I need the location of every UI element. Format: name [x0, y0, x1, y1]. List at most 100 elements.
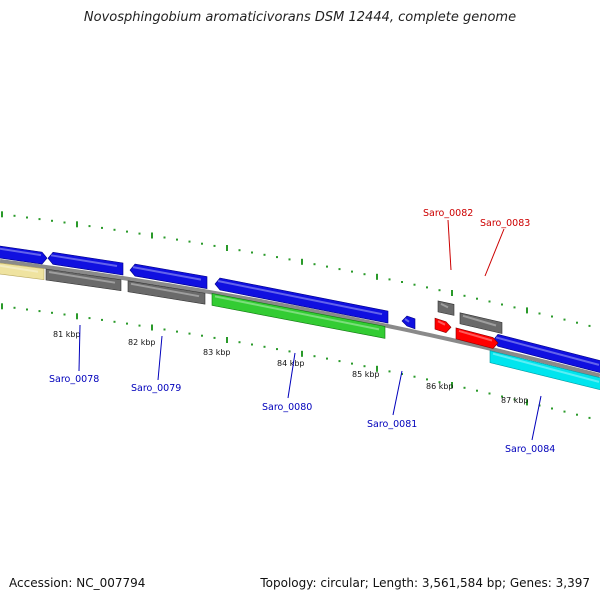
- gene-label[interactable]: Saro_0083: [480, 218, 530, 229]
- upper-scale-tick: [438, 289, 441, 292]
- upper-scale-tick: [551, 315, 553, 318]
- upper-scale-tick: [351, 270, 353, 273]
- upper-scale-tick: [51, 219, 53, 222]
- upper-scale-tick: [501, 303, 503, 306]
- gene-arrow-red[interactable]: [455, 327, 499, 349]
- upper-scale-tick: [188, 240, 191, 243]
- lower-scale-tick: [13, 306, 16, 309]
- upper-scale-tick: [238, 249, 241, 252]
- gene-arrow-blue[interactable]: [47, 251, 124, 276]
- scale-label: 86 kbp: [426, 382, 454, 391]
- gene-arrow-blue[interactable]: [401, 315, 416, 330]
- gene-block-cyan[interactable]: [489, 350, 600, 391]
- lower-scale-tick: [426, 378, 428, 381]
- upper-scale-tick: [26, 216, 28, 219]
- lower-scale-tick: [351, 362, 353, 365]
- lower-scale-tick: [313, 355, 316, 358]
- gene-label[interactable]: Saro_0081: [367, 419, 417, 430]
- upper-scale-tick: [451, 290, 453, 296]
- lower-scale-tick: [126, 322, 128, 325]
- gene-arrow-blue-highlight: [217, 280, 383, 316]
- gene-leader-line: [287, 352, 296, 399]
- upper-scale-tick: [326, 265, 328, 268]
- gene-arrow-red-highlight: [437, 320, 446, 326]
- gene-block-gray-highlight: [440, 303, 449, 309]
- lower-scale-tick: [288, 350, 291, 353]
- upper-scale-tick: [288, 258, 291, 261]
- gene-arrow-blue-highlight: [50, 254, 118, 267]
- lower-scale-tick: [526, 399, 528, 406]
- upper-scale-tick: [388, 278, 391, 281]
- lower-scale-tick: [513, 398, 516, 401]
- upper-scale-tick: [338, 268, 341, 271]
- lower-scale-tick: [401, 373, 403, 375]
- lower-scale-tick: [226, 337, 228, 343]
- gene-label[interactable]: Saro_0079: [131, 383, 181, 394]
- gene-block-gray[interactable]: [437, 300, 455, 316]
- gene-leader-line: [484, 228, 505, 277]
- map-title: Novosphingobium aromaticivorans DSM 1244…: [83, 10, 517, 25]
- gene-label[interactable]: Saro_0080: [262, 402, 312, 413]
- gene-arrow-blue[interactable]: [214, 277, 389, 324]
- lower-scale-tick: [501, 395, 503, 398]
- lower-scale-tick: [451, 382, 453, 388]
- gene-block-tan[interactable]: [0, 262, 45, 281]
- gene-block-gray-highlight: [48, 271, 116, 284]
- upper-scale-tick: [1, 211, 3, 218]
- gene-block-gray[interactable]: [45, 268, 122, 292]
- gene-label[interactable]: Saro_0082: [423, 208, 473, 219]
- upper-scale-tick: [588, 324, 591, 327]
- gene-label[interactable]: Saro_0084: [505, 444, 555, 455]
- gene-block-gray-highlight: [130, 282, 200, 298]
- lower-scale-tick: [251, 343, 253, 346]
- gene-arrow-blue[interactable]: [0, 245, 48, 265]
- gene-block-gray-highlight: [462, 314, 497, 327]
- lower-scale-tick: [238, 341, 241, 344]
- gene-arrow-blue-highlight: [132, 266, 202, 281]
- lower-scale-tick: [76, 313, 78, 320]
- upper-scale-tick: [176, 238, 178, 241]
- upper-scale-tick: [113, 228, 116, 231]
- gene-block-gray[interactable]: [127, 280, 206, 305]
- upper-scale-tick: [13, 214, 16, 217]
- gene-block-green[interactable]: [211, 293, 386, 339]
- lower-scale-tick: [563, 410, 566, 413]
- upper-scale-tick: [101, 226, 103, 229]
- upper-scale-tick: [363, 273, 366, 276]
- upper-scale-tick: [251, 251, 253, 254]
- lower-scale-tick: [376, 365, 378, 372]
- gene-block-green-highlight: [214, 295, 380, 331]
- gene-label[interactable]: Saro_0078: [49, 374, 99, 385]
- upper-scale-tick: [63, 221, 66, 224]
- upper-scale-tick: [401, 281, 403, 283]
- lower-scale-tick: [176, 330, 178, 333]
- gene-leader-line: [157, 335, 163, 381]
- lower-scale-tick: [551, 407, 553, 410]
- lower-scale-tick: [188, 332, 191, 335]
- upper-scale-tick: [426, 286, 428, 289]
- gene-block-gray[interactable]: [459, 312, 503, 334]
- lower-scale-tick: [463, 386, 466, 389]
- upper-scale-tick: [563, 318, 566, 321]
- gene-arrow-blue-highlight: [0, 247, 42, 257]
- genome-backbone: [0, 259, 600, 378]
- upper-scale-tick: [276, 256, 278, 259]
- upper-scale-tick: [213, 244, 216, 247]
- scale-label: 83 kbp: [203, 348, 231, 357]
- lower-scale-tick: [476, 389, 478, 392]
- upper-scale-tick: [576, 321, 578, 324]
- upper-scale-tick: [376, 273, 378, 280]
- accession-label: Accession: NC_007794: [9, 576, 146, 590]
- lower-scale-tick: [101, 318, 103, 321]
- gene-arrow-red[interactable]: [434, 317, 452, 334]
- scale-label: 84 kbp: [277, 359, 305, 368]
- upper-scale-tick: [413, 283, 416, 286]
- lower-scale-tick: [113, 320, 116, 323]
- lower-scale-tick: [276, 348, 278, 351]
- lower-scale-tick: [201, 334, 203, 337]
- gene-arrow-blue[interactable]: [129, 263, 208, 289]
- lower-scale-tick: [363, 365, 366, 368]
- upper-scale-tick: [163, 236, 166, 239]
- lower-scale-tick: [88, 317, 91, 320]
